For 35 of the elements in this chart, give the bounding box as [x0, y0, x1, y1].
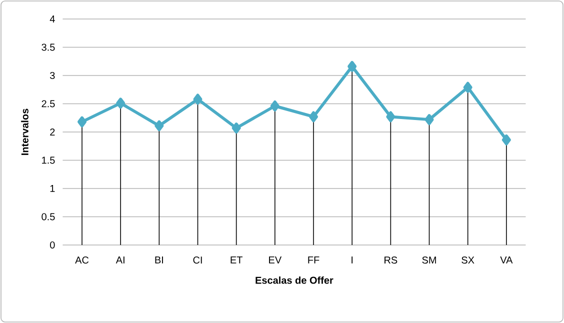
- point: [309, 111, 318, 122]
- y-tick-label: 3.5: [42, 44, 55, 51]
- x-tick-label: SM: [422, 256, 436, 264]
- y-tick-label: 0: [50, 241, 55, 249]
- x-tick-label: SX: [462, 256, 474, 264]
- point: [154, 120, 164, 132]
- x-axis-title: Escalas de Offer: [256, 276, 334, 284]
- y-axis-title: Intervalos: [21, 108, 28, 155]
- y-tick-label: 4: [50, 16, 55, 22]
- point: [232, 122, 241, 134]
- x-tick-label: VA: [500, 256, 513, 264]
- y-tick-label: 0.5: [42, 213, 55, 220]
- x-tick-label: FF: [308, 256, 320, 264]
- point: [386, 111, 396, 122]
- point: [78, 116, 87, 128]
- point: [463, 82, 472, 93]
- point: [502, 134, 511, 146]
- x-tick-label: BI: [155, 256, 163, 264]
- point: [424, 114, 434, 126]
- point: [270, 100, 280, 112]
- point: [348, 60, 357, 72]
- x-tick-label: EV: [269, 256, 282, 264]
- y-tick-label: 1.5: [42, 156, 55, 164]
- x-tick-label: CI: [193, 256, 202, 264]
- x-tick-label: ET: [230, 256, 242, 264]
- x-tick-label: RS: [384, 256, 398, 264]
- x-tick-label: AC: [75, 256, 89, 264]
- x-tick-label: AI: [116, 256, 124, 264]
- y-tick-label: 3: [50, 72, 55, 80]
- y-tick-label: 2: [50, 128, 55, 136]
- point: [116, 98, 126, 109]
- y-tick-label: 1: [50, 185, 55, 192]
- x-tick-label: I: [352, 256, 353, 264]
- point: [193, 94, 202, 105]
- y-tick-label: 2.5: [42, 100, 55, 108]
